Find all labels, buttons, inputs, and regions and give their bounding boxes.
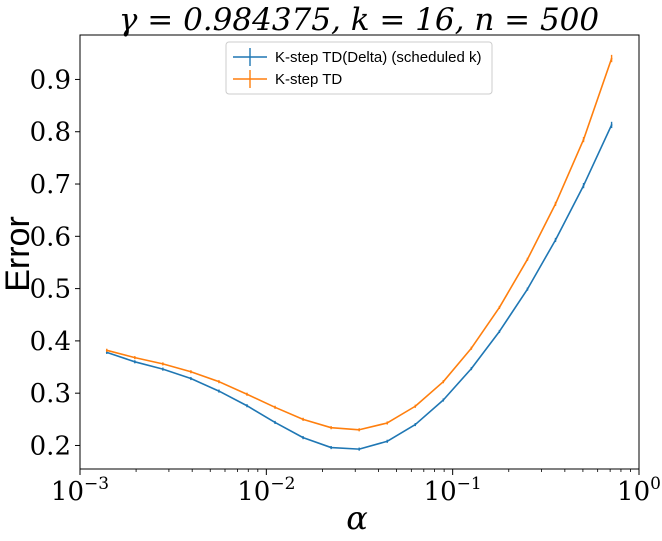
y-tick-label-0: 0.2 <box>30 431 71 461</box>
data-point-0-12 <box>442 399 445 401</box>
data-point-0-18 <box>610 124 613 126</box>
data-point-0-0 <box>105 351 108 354</box>
plot-area <box>79 34 640 470</box>
data-point-1-10 <box>386 422 389 424</box>
series-line-1 <box>106 58 613 431</box>
data-point-0-9 <box>358 448 361 451</box>
y-tick-label-4: 0.6 <box>30 222 71 252</box>
data-point-1-6 <box>274 406 276 409</box>
chart-title: γ = 0.984375, k = 16, n = 500 <box>119 2 599 38</box>
data-point-1-17 <box>582 138 585 141</box>
data-point-0-2 <box>161 368 164 371</box>
data-point-0-6 <box>274 421 276 424</box>
data-point-1-7 <box>302 418 304 421</box>
y-tick-label-6: 0.8 <box>30 118 71 148</box>
data-point-1-14 <box>498 306 501 309</box>
legend-label-1: K-step TD <box>275 71 342 88</box>
x-axis-label: α <box>346 499 368 537</box>
data-point-1-15 <box>526 258 529 261</box>
data-point-0-17 <box>582 184 585 187</box>
y-tick-label-5: 0.7 <box>30 170 71 200</box>
x-axis: 10−3 10−2 10−1 100 <box>51 469 661 507</box>
data-point-0-13 <box>470 367 473 370</box>
data-point-0-1 <box>133 360 136 363</box>
data-point-1-13 <box>470 347 473 350</box>
data-point-1-18 <box>610 57 613 60</box>
data-point-0-15 <box>526 288 529 291</box>
data-point-1-5 <box>246 393 248 396</box>
y-axis: 0.2 0.3 0.4 0.5 0.6 0.7 0.8 0.9 <box>30 65 80 461</box>
data-point-1-0 <box>105 349 108 352</box>
data-point-1-4 <box>218 380 220 383</box>
data-point-1-2 <box>161 362 164 365</box>
data-point-1-11 <box>414 405 417 408</box>
data-point-0-3 <box>189 377 192 380</box>
x-tick-label-3: 100 <box>617 474 661 507</box>
y-tick-label-1: 0.3 <box>30 379 71 409</box>
x-tick-label-1: 10−2 <box>237 474 295 507</box>
data-point-1-9 <box>358 428 361 431</box>
data-point-0-5 <box>246 404 248 407</box>
data-point-0-7 <box>302 436 304 439</box>
legend-box <box>225 41 493 95</box>
x-tick-label-2: 10−1 <box>424 474 482 507</box>
data-point-1-3 <box>189 370 192 373</box>
data-point-0-10 <box>386 440 389 443</box>
series-line-0 <box>106 124 613 450</box>
legend: K-step TD(Delta) (scheduled k) K-step TD <box>225 41 493 95</box>
legend-label-0: K-step TD(Delta) (scheduled k) <box>275 49 481 66</box>
y-tick-label-2: 0.4 <box>30 327 71 357</box>
data-point-0-16 <box>554 239 557 241</box>
y-axis-label: Error <box>0 216 37 292</box>
data-point-1-1 <box>133 356 136 359</box>
data-point-0-8 <box>330 446 333 449</box>
y-tick-label-3: 0.5 <box>30 275 71 305</box>
data-point-0-14 <box>498 330 501 333</box>
y-tick-label-7: 0.9 <box>30 65 71 95</box>
data-point-1-12 <box>442 380 445 383</box>
data-point-1-8 <box>330 426 333 429</box>
data-point-0-11 <box>414 423 417 426</box>
series-layer <box>105 54 613 451</box>
x-tick-label-0: 10−3 <box>51 474 109 507</box>
data-point-1-16 <box>554 202 557 205</box>
data-point-0-4 <box>218 390 220 392</box>
